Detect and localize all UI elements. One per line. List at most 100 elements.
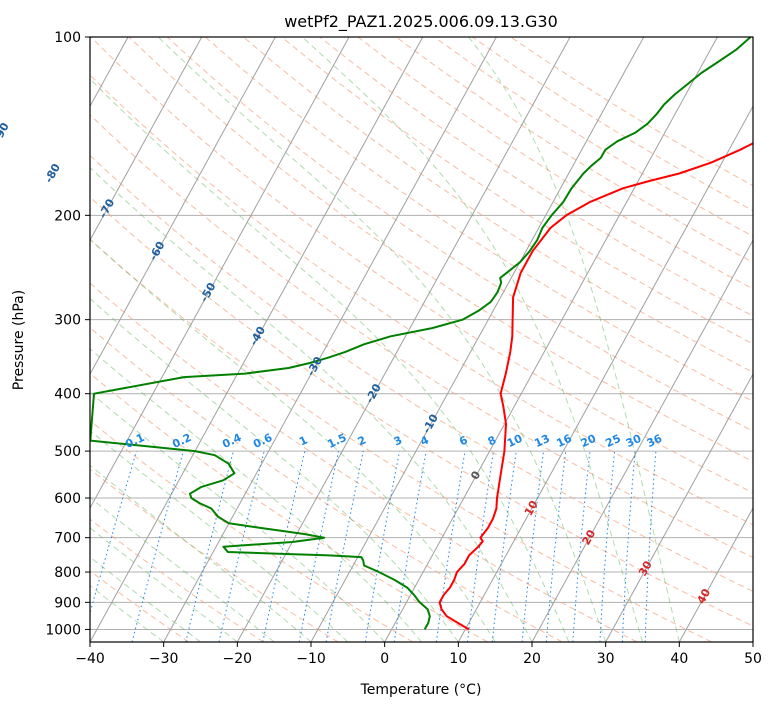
- x-tick-label: 50: [744, 651, 762, 667]
- moist-adiabat: [90, 391, 386, 642]
- isotherm-line: [531, 239, 753, 642]
- temperature-profile-line: [438, 142, 753, 631]
- y-tick-label: 600: [54, 491, 81, 507]
- mixing-ratio-line: [298, 450, 339, 642]
- mixing-ratio-label: 1: [297, 433, 309, 448]
- mixing-ratio-label: 0.1: [123, 431, 146, 451]
- mixing-ratio-label: 0.4: [220, 431, 243, 451]
- dry-adiabat: [90, 372, 488, 642]
- mixing-ratio-label: 6: [457, 433, 470, 448]
- moist-adiabat: [90, 556, 201, 642]
- isotherm-label: -60: [147, 239, 168, 263]
- mixing-ratio-label: 30: [624, 432, 644, 450]
- mixing-ratio-label: 8: [486, 433, 498, 448]
- mixing-ratio-label: 3: [392, 433, 404, 448]
- mixing-ratio-label: 16: [555, 432, 575, 450]
- isotherm-label: -90: [0, 120, 12, 144]
- isotherm-label: -10: [420, 412, 441, 436]
- dry-adiabat: [395, 37, 753, 263]
- isotherm-label: 20: [580, 527, 599, 547]
- mixing-ratio-label: 0.2: [170, 431, 193, 451]
- isotherm-line: [90, 37, 203, 242]
- moist-adiabat: [90, 348, 422, 642]
- isotherm-label: -50: [198, 280, 219, 304]
- x-tick-label: −40: [75, 651, 105, 667]
- mixing-ratio-label: 1.5: [325, 431, 348, 451]
- isotherm-line: [752, 640, 753, 642]
- y-tick-label: 500: [54, 444, 81, 460]
- dry-adiabat: [357, 37, 753, 290]
- y-tick-label: 100: [54, 30, 81, 46]
- mixing-ratio-line: [364, 451, 400, 642]
- dry-adiabat: [90, 74, 753, 526]
- isotherm-line: [384, 37, 718, 642]
- dry-adiabat: [281, 37, 753, 345]
- moist-adiabat: [90, 429, 349, 642]
- mixing-ratio-label: 20: [579, 432, 599, 450]
- plot-frame: [89, 36, 754, 643]
- y-tick-label: 800: [54, 565, 81, 581]
- mixing-ratio-label: 36: [645, 432, 665, 450]
- isotherm-line: [163, 37, 497, 642]
- moist-adiabat: [90, 527, 238, 642]
- isotherm-line: [90, 37, 350, 510]
- moist-adiabat: [90, 166, 533, 642]
- y-tick-label: 1000: [45, 622, 81, 638]
- moist-adiabat: [90, 78, 570, 642]
- x-tick-label: −10: [296, 651, 326, 667]
- mixing-ratio-line: [325, 450, 364, 642]
- x-axis-label: Temperature (°C): [360, 682, 482, 698]
- isotherm-line: [457, 105, 753, 642]
- dry-adiabat: [90, 154, 753, 592]
- moist-adiabat: [90, 238, 496, 642]
- x-tick-label: −30: [149, 651, 179, 667]
- mixing-ratio-label: 10: [505, 432, 525, 450]
- dry-adiabat: [90, 518, 264, 642]
- dry-adiabat: [204, 37, 753, 402]
- dry-adiabat: [90, 114, 753, 559]
- x-tick-label: 30: [597, 651, 615, 667]
- dry-adiabat: [166, 37, 753, 432]
- isotherm-label: -80: [42, 161, 63, 185]
- x-tick-label: 0: [380, 651, 389, 667]
- isotherm-line: [678, 507, 753, 642]
- mixing-ratio-line: [545, 451, 567, 642]
- x-tick-label: −20: [223, 651, 253, 667]
- y-tick-label: 400: [54, 387, 81, 403]
- isotherm-line: [90, 37, 424, 642]
- isotherm-line: [310, 37, 645, 642]
- moist-adiabat: [157, 37, 607, 642]
- mixing-ratio-line: [90, 450, 137, 615]
- dry-adiabat: [90, 196, 753, 627]
- dry-adiabat: [90, 282, 638, 642]
- mixing-ratio-line: [621, 451, 636, 642]
- mixing-ratio-label: 2: [356, 433, 368, 448]
- dry-adiabat: [243, 37, 753, 373]
- isotherm-line: [236, 37, 571, 642]
- isotherm-label: -40: [247, 324, 268, 348]
- mixing-ratio-line: [644, 451, 657, 642]
- dry-adiabat: [319, 37, 753, 317]
- mixing-ratio-line: [599, 451, 616, 642]
- dry-adiabat: [90, 468, 339, 642]
- x-tick-label: 10: [449, 651, 467, 667]
- mixing-ratio-line: [435, 451, 466, 642]
- isotherm-label: -30: [304, 354, 325, 378]
- mixing-ratio-line: [521, 451, 545, 642]
- mixing-ratio-label: 25: [603, 432, 622, 450]
- chart-title: wetPf2_PAZ1.2025.006.09.13.G30: [284, 12, 558, 32]
- x-tick-label: 20: [523, 651, 541, 667]
- dry-adiabat: [90, 327, 563, 642]
- y-tick-label: 200: [54, 208, 81, 224]
- isotherm-label: 40: [694, 586, 713, 606]
- mixing-ratio-line: [393, 451, 427, 642]
- dry-adiabat: [90, 570, 190, 642]
- y-tick-label: 700: [54, 531, 81, 547]
- moist-adiabat: [90, 298, 459, 642]
- isotherm-label: 30: [636, 558, 655, 578]
- mixing-ratio-line: [467, 451, 494, 642]
- dewpoint-profile-line: [90, 37, 752, 630]
- mixing-ratio-line: [131, 450, 184, 642]
- y-tick-label: 300: [54, 313, 81, 329]
